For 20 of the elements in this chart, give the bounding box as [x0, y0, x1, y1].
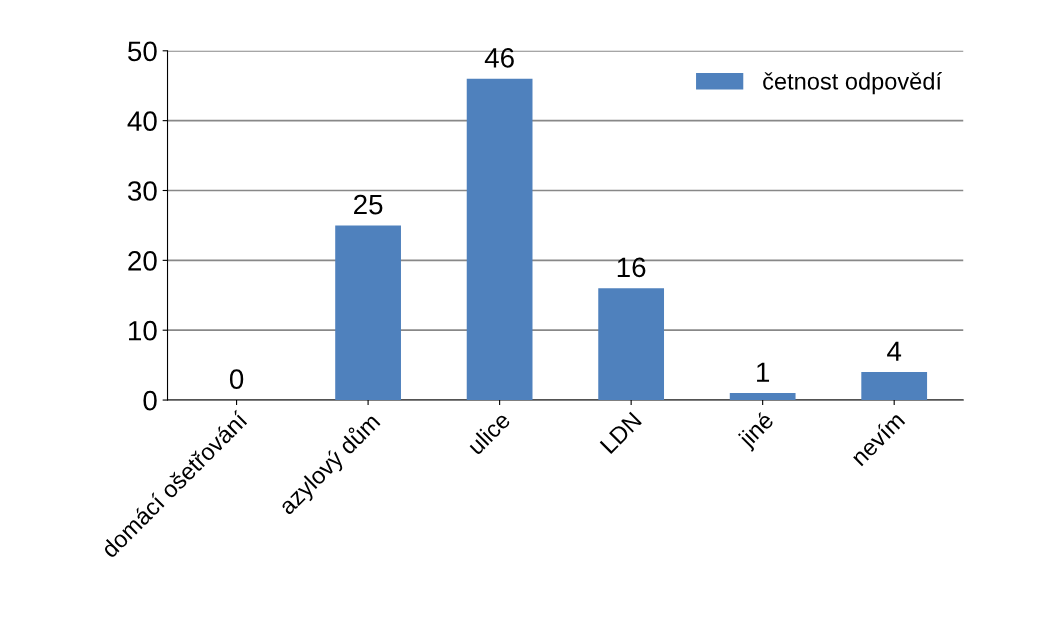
data-label: 4 — [887, 341, 902, 361]
bar — [466, 78, 533, 401]
data-label: 0 — [229, 369, 244, 389]
bar — [335, 225, 401, 401]
bar — [598, 288, 665, 401]
data-label: 46 — [484, 48, 514, 68]
y-tick-label: 20 — [128, 251, 157, 271]
data-label: 16 — [617, 257, 646, 278]
legend-label: četnost odpovědí — [763, 72, 942, 95]
y-tick-label: 50 — [128, 41, 157, 62]
y-tick-label: 30 — [127, 181, 157, 201]
x-tick-label: ulice — [466, 410, 512, 456]
bar — [861, 372, 928, 401]
data-label: 1 — [757, 362, 770, 382]
y-tick-label: 0 — [143, 390, 157, 411]
bar — [729, 393, 796, 401]
y-tick-label: 40 — [127, 111, 157, 131]
data-label: 25 — [354, 194, 383, 215]
y-tick-label: 10 — [129, 320, 157, 341]
x-tick-label: jiné — [736, 410, 778, 452]
